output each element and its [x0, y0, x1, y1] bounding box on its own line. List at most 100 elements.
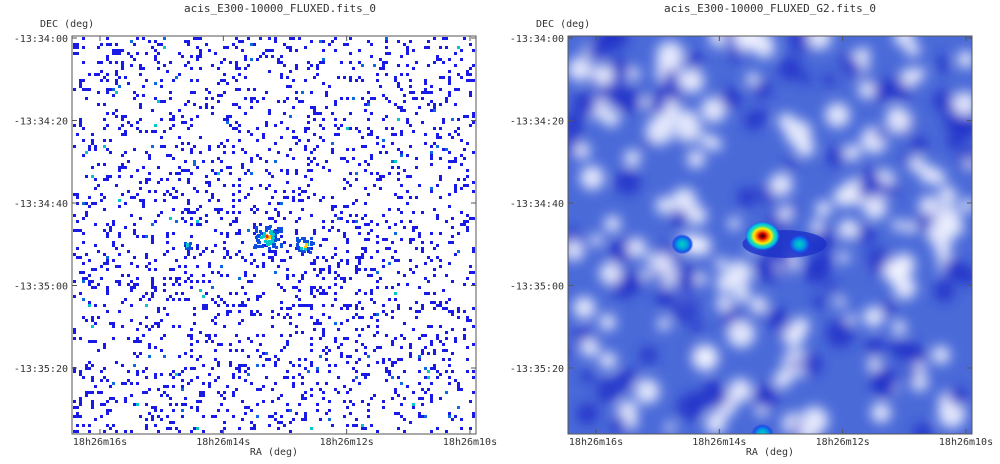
count-pixel — [433, 109, 436, 112]
count-pixel — [160, 118, 163, 121]
count-pixel — [346, 262, 349, 265]
count-pixel — [241, 286, 244, 289]
count-pixel — [109, 322, 112, 325]
noise-blob — [687, 205, 707, 226]
count-pixel — [88, 340, 91, 343]
count-pixel — [370, 112, 373, 115]
count-pixel — [103, 229, 106, 232]
count-pixel — [163, 283, 166, 286]
count-pixel — [217, 295, 220, 298]
count-pixel — [370, 289, 373, 292]
count-pixel — [184, 121, 187, 124]
count-pixel — [421, 403, 424, 406]
count-pixel — [106, 259, 109, 262]
count-pixel — [289, 307, 292, 310]
count-pixel — [109, 427, 112, 430]
count-pixel — [166, 154, 169, 157]
count-pixel — [106, 289, 109, 292]
count-pixel — [370, 97, 373, 100]
count-pixel — [175, 190, 178, 193]
count-pixel — [418, 355, 421, 358]
count-pixel — [199, 136, 202, 139]
count-pixel — [322, 289, 325, 292]
count-pixel — [163, 46, 166, 49]
count-pixel — [397, 82, 400, 85]
source-pixel — [269, 231, 272, 234]
count-pixel — [151, 277, 154, 280]
noise-blob — [573, 296, 596, 320]
noise-blob — [960, 198, 972, 213]
count-pixel — [472, 271, 475, 274]
count-pixel — [211, 97, 214, 100]
count-pixel — [322, 58, 325, 61]
count-pixel — [310, 289, 313, 292]
count-pixel — [163, 289, 166, 292]
count-pixel — [109, 88, 112, 91]
count-pixel — [442, 289, 445, 292]
count-pixel — [226, 313, 229, 316]
count-pixel — [322, 226, 325, 229]
count-pixel — [157, 388, 160, 391]
count-pixel — [343, 235, 346, 238]
count-pixel — [391, 310, 394, 313]
count-pixel — [301, 199, 304, 202]
count-pixel — [256, 415, 259, 418]
count-pixel — [304, 418, 307, 421]
count-pixel — [382, 310, 385, 313]
count-pixel — [334, 271, 337, 274]
count-pixel — [424, 346, 427, 349]
count-pixel — [145, 391, 148, 394]
count-pixel — [271, 415, 274, 418]
count-pixel — [439, 58, 442, 61]
count-pixel — [235, 217, 238, 220]
source-pixel — [265, 229, 268, 232]
count-pixel — [256, 154, 259, 157]
count-pixel — [391, 364, 394, 367]
count-pixel — [346, 220, 349, 223]
count-pixel — [433, 352, 436, 355]
noise-blob — [927, 220, 955, 248]
count-pixel — [172, 376, 175, 379]
count-pixel — [448, 58, 451, 61]
count-pixel — [391, 127, 394, 130]
count-pixel — [439, 373, 442, 376]
count-pixel — [97, 163, 100, 166]
count-pixel — [190, 286, 193, 289]
count-pixel — [82, 376, 85, 379]
count-pixel — [307, 61, 310, 64]
count-pixel — [82, 127, 85, 130]
count-pixel — [115, 265, 118, 268]
count-pixel — [295, 91, 298, 94]
count-pixel — [88, 196, 91, 199]
count-pixel — [316, 403, 319, 406]
count-pixel — [460, 223, 463, 226]
count-pixel — [355, 226, 358, 229]
count-pixel — [154, 124, 157, 127]
left-ytick-label: -13:35:20 — [14, 364, 68, 375]
count-pixel — [106, 235, 109, 238]
count-pixel — [256, 295, 259, 298]
count-pixel — [349, 127, 352, 130]
count-pixel — [235, 367, 238, 370]
count-pixel — [451, 352, 454, 355]
count-pixel — [238, 88, 241, 91]
count-pixel — [448, 94, 451, 97]
count-pixel — [433, 247, 436, 250]
count-pixel — [391, 376, 394, 379]
count-pixel — [421, 247, 424, 250]
count-pixel — [106, 232, 109, 235]
count-pixel — [274, 253, 277, 256]
count-pixel — [208, 184, 211, 187]
count-pixel — [286, 376, 289, 379]
count-pixel — [199, 37, 202, 40]
count-pixel — [346, 160, 349, 163]
noise-blob — [601, 36, 629, 50]
count-pixel — [154, 376, 157, 379]
count-pixel — [148, 157, 151, 160]
count-pixel — [163, 385, 166, 388]
count-pixel — [262, 364, 265, 367]
count-pixel — [193, 322, 196, 325]
count-pixel — [403, 397, 406, 400]
count-pixel — [325, 358, 328, 361]
count-pixel — [442, 118, 445, 121]
